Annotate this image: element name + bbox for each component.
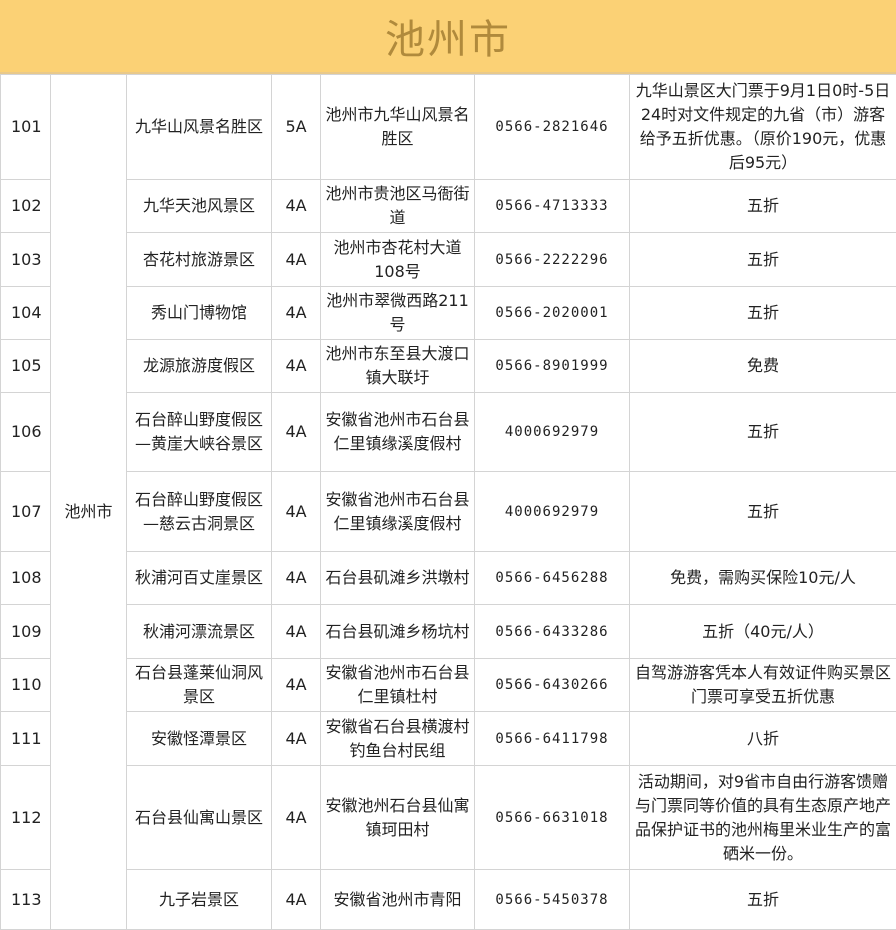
attraction-phone: 0566-6411798 xyxy=(475,712,630,766)
discount-info: 活动期间，对9省市自由行游客馈赠与门票同等价值的具有生态原产地产品保护证书的池州… xyxy=(630,766,896,870)
row-number: 113 xyxy=(1,870,51,930)
attraction-level: 4A xyxy=(272,287,321,340)
discount-info: 五折 xyxy=(630,233,896,287)
attraction-phone: 0566-2222296 xyxy=(475,233,630,287)
attraction-address: 石台县矶滩乡洪墩村 xyxy=(321,552,475,605)
attraction-phone: 4000692979 xyxy=(475,393,630,472)
attraction-level: 4A xyxy=(272,472,321,552)
attraction-level: 4A xyxy=(272,712,321,766)
attraction-address: 安徽池州石台县仙寓镇珂田村 xyxy=(321,766,475,870)
attraction-phone: 0566-8901999 xyxy=(475,340,630,393)
attraction-address: 池州市贵池区马衙街道 xyxy=(321,180,475,233)
attraction-level: 4A xyxy=(272,180,321,233)
attraction-phone: 4000692979 xyxy=(475,472,630,552)
discount-info: 五折 xyxy=(630,180,896,233)
discount-info: 免费 xyxy=(630,340,896,393)
attraction-level: 4A xyxy=(272,340,321,393)
discount-info: 自驾游游客凭本人有效证件购买景区门票可享受五折优惠 xyxy=(630,659,896,712)
attraction-level: 4A xyxy=(272,393,321,472)
discount-info: 免费，需购买保险10元/人 xyxy=(630,552,896,605)
attraction-address: 池州市翠微西路211号 xyxy=(321,287,475,340)
discount-info: 八折 xyxy=(630,712,896,766)
attraction-phone: 0566-2821646 xyxy=(475,75,630,180)
discount-info: 九华山景区大门票于9月1日0时-5日24时对文件规定的九省（市）游客给予五折优惠… xyxy=(630,75,896,180)
row-number: 101 xyxy=(1,75,51,180)
attraction-address: 安徽省池州市石台县仁里镇杜村 xyxy=(321,659,475,712)
attraction-name: 秋浦河百丈崖景区 xyxy=(127,552,272,605)
attraction-name: 杏花村旅游景区 xyxy=(127,233,272,287)
discount-info: 五折 xyxy=(630,472,896,552)
row-number: 108 xyxy=(1,552,51,605)
attraction-address: 安徽省石台县横渡村钓鱼台村民组 xyxy=(321,712,475,766)
attraction-name: 龙源旅游度假区 xyxy=(127,340,272,393)
city-title: 池州市 xyxy=(385,7,511,65)
attraction-name: 九子岩景区 xyxy=(127,870,272,930)
row-number: 102 xyxy=(1,180,51,233)
attraction-name: 石台醉山野度假区—黄崖大峡谷景区 xyxy=(127,393,272,472)
attraction-level: 4A xyxy=(272,552,321,605)
attraction-phone: 0566-6430266 xyxy=(475,659,630,712)
row-number: 103 xyxy=(1,233,51,287)
attraction-address: 池州市东至县大渡口镇大联圩 xyxy=(321,340,475,393)
attraction-name: 秀山门博物馆 xyxy=(127,287,272,340)
attraction-address: 安徽省池州市石台县仁里镇缘溪度假村 xyxy=(321,393,475,472)
attraction-name: 石台醉山野度假区—慈云古洞景区 xyxy=(127,472,272,552)
attraction-name: 九华山风景名胜区 xyxy=(127,75,272,180)
attraction-name: 秋浦河漂流景区 xyxy=(127,605,272,659)
attraction-name: 石台县仙寓山景区 xyxy=(127,766,272,870)
city-cell: 池州市 xyxy=(51,75,127,930)
attraction-phone: 0566-5450378 xyxy=(475,870,630,930)
attraction-level: 4A xyxy=(272,766,321,870)
row-number: 107 xyxy=(1,472,51,552)
row-number: 110 xyxy=(1,659,51,712)
discount-info: 五折（40元/人） xyxy=(630,605,896,659)
attraction-level: 4A xyxy=(272,870,321,930)
attraction-level: 4A xyxy=(272,233,321,287)
attraction-level: 4A xyxy=(272,605,321,659)
discount-info: 五折 xyxy=(630,870,896,930)
city-title-banner: 池州市 xyxy=(0,0,896,74)
row-number: 104 xyxy=(1,287,51,340)
attraction-address: 石台县矶滩乡杨坑村 xyxy=(321,605,475,659)
attraction-phone: 0566-2020001 xyxy=(475,287,630,340)
attraction-level: 5A xyxy=(272,75,321,180)
discount-info: 五折 xyxy=(630,287,896,340)
attraction-level: 4A xyxy=(272,659,321,712)
attraction-address: 安徽省池州市青阳 xyxy=(321,870,475,930)
row-number: 111 xyxy=(1,712,51,766)
attraction-name: 九华天池风景区 xyxy=(127,180,272,233)
attraction-address: 安徽省池州市石台县仁里镇缘溪度假村 xyxy=(321,472,475,552)
attraction-name: 安徽怪潭景区 xyxy=(127,712,272,766)
attraction-phone: 0566-6433286 xyxy=(475,605,630,659)
attraction-phone: 0566-6631018 xyxy=(475,766,630,870)
row-number: 109 xyxy=(1,605,51,659)
row-number: 112 xyxy=(1,766,51,870)
attraction-phone: 0566-6456288 xyxy=(475,552,630,605)
attraction-address: 池州市九华山风景名胜区 xyxy=(321,75,475,180)
row-number: 105 xyxy=(1,340,51,393)
row-number: 106 xyxy=(1,393,51,472)
attraction-phone: 0566-4713333 xyxy=(475,180,630,233)
attraction-name: 石台县蓬莱仙洞风景区 xyxy=(127,659,272,712)
discount-info: 五折 xyxy=(630,393,896,472)
attraction-address: 池州市杏花村大道108号 xyxy=(321,233,475,287)
